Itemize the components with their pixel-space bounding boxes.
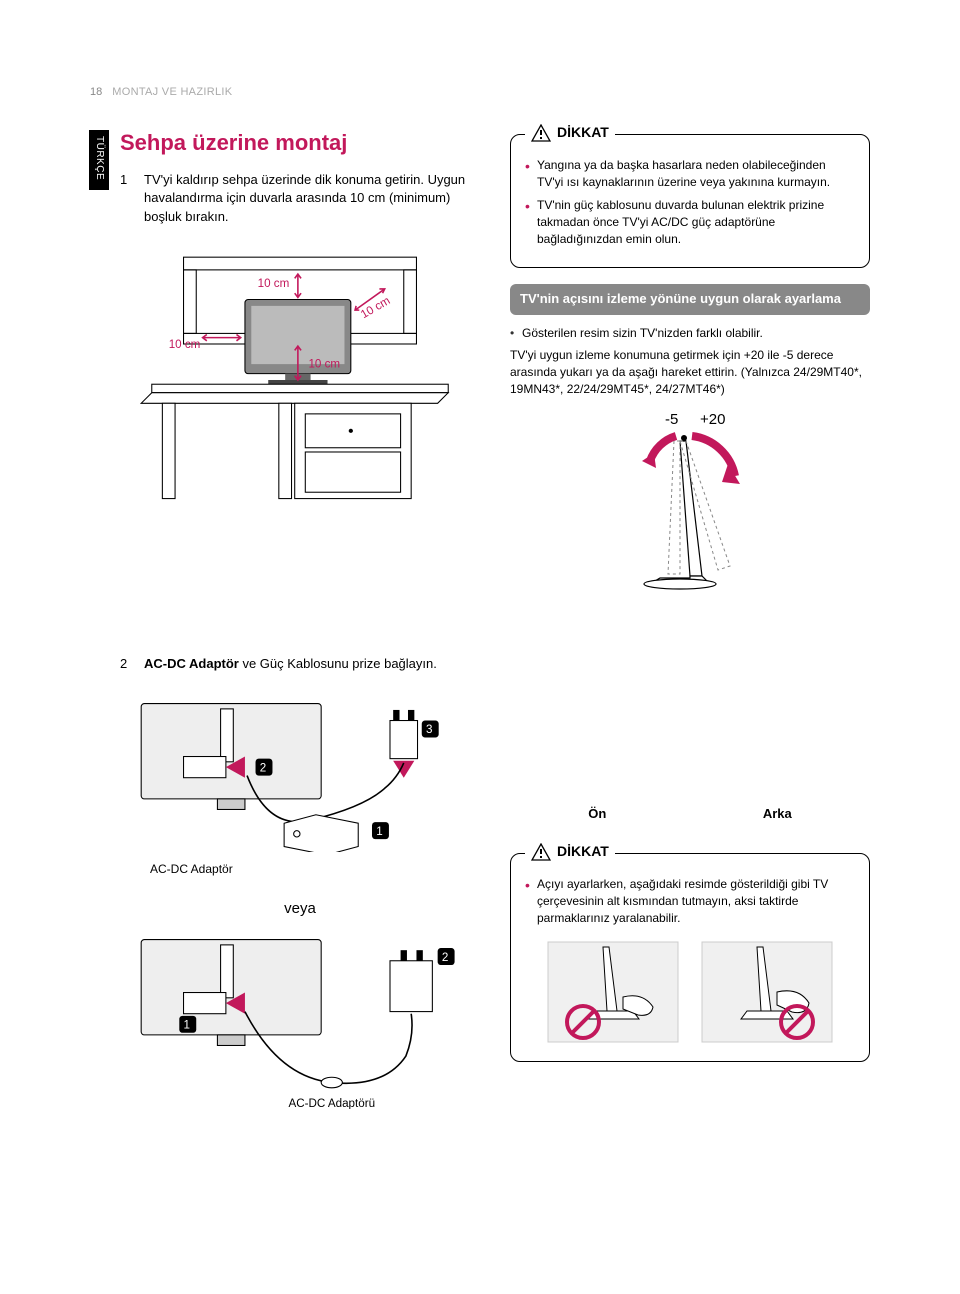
svg-text:2: 2 — [442, 951, 448, 964]
caution-item: TV'nin güç kablosunu duvarda bulunan ele… — [525, 197, 855, 247]
clearance-bottom: 10 cm — [308, 357, 340, 370]
svg-text:-5: -5 — [665, 411, 678, 428]
step-1: 1 TV'yi kaldırıp sehpa üzerinde dik konu… — [120, 171, 480, 226]
tilt-heading: TV'nin açısını izleme yönüne uygun olara… — [520, 290, 860, 308]
caution-title: DİKKAT — [557, 123, 609, 143]
desk-clearance-figure: 10 cm 10 cm 10 cm 10 cm — [120, 236, 480, 516]
svg-text:AC-DC Adaptörü: AC-DC Adaptörü — [288, 1097, 375, 1109]
back-label: Arka — [763, 805, 792, 823]
warning-icon — [531, 843, 551, 861]
tilt-heading-box: TV'nin açısını izleme yönüne uygun olara… — [510, 284, 870, 314]
desk-svg: 10 cm 10 cm 10 cm 10 cm — [120, 236, 480, 511]
prohibit-figures — [525, 937, 855, 1047]
warning-icon — [531, 124, 551, 142]
caution-box-2: DİKKAT Açıyı ayarlarken, aşağıdaki resim… — [510, 853, 870, 1061]
tilt-paragraph: TV'yi uygun izleme konumuna getirmek içi… — [510, 347, 870, 397]
or-label: veya — [120, 898, 480, 919]
adaptor-figure-2: 1 2 AC-DC Adaptörü — [120, 929, 480, 1114]
step-number: 2 — [120, 655, 134, 673]
tilt-svg: -5 +20 — [580, 406, 800, 626]
caution-item: Yangına ya da başka hasarlara neden olab… — [525, 157, 855, 191]
clearance-top: 10 cm — [258, 277, 290, 290]
svg-text:1: 1 — [184, 1018, 190, 1031]
step-text: TV'yi kaldırıp sehpa üzerinde dik konuma… — [144, 171, 480, 226]
adaptor-label-1: AC-DC Adaptör — [120, 861, 480, 878]
step-text: AC-DC Adaptör ve Güç Kablosunu prize bağ… — [144, 655, 437, 673]
tilt-figure: -5 +20 — [510, 406, 870, 631]
svg-text:3: 3 — [426, 723, 432, 736]
clearance-diag: 10 cm — [359, 294, 393, 321]
svg-text:+20: +20 — [700, 411, 725, 428]
front-label: Ön — [588, 805, 606, 823]
language-tab: TÜRKÇE — [89, 130, 109, 190]
page-title: Sehpa üzerine montaj — [120, 128, 480, 159]
page-number: 18 — [90, 85, 102, 100]
step-number: 1 — [120, 171, 134, 226]
caution-item: Açıyı ayarlarken, aşağıdaki resimde göst… — [525, 876, 855, 926]
clearance-left: 10 cm — [169, 338, 201, 351]
prohibit-fig-2 — [697, 937, 837, 1047]
caution-title: DİKKAT — [557, 842, 609, 862]
step-2: 2 AC-DC Adaptör ve Güç Kablosunu prize b… — [120, 655, 870, 673]
adaptor-figure-1: 2 3 1 AC-DC Adaptör — [120, 693, 480, 878]
tilt-bullet: Gösterilen resim sizin TV'nizden farklı … — [510, 325, 870, 342]
svg-text:1: 1 — [376, 825, 382, 838]
svg-text:2: 2 — [260, 761, 266, 774]
prohibit-fig-1 — [543, 937, 683, 1047]
page-header: 18 MONTAJ VE HAZIRLIK — [90, 85, 870, 100]
caution-box-1: DİKKAT Yangına ya da başka hasarlara ned… — [510, 134, 870, 268]
front-back-labels: Ön Arka — [510, 805, 870, 823]
section-title: MONTAJ VE HAZIRLIK — [112, 85, 232, 100]
